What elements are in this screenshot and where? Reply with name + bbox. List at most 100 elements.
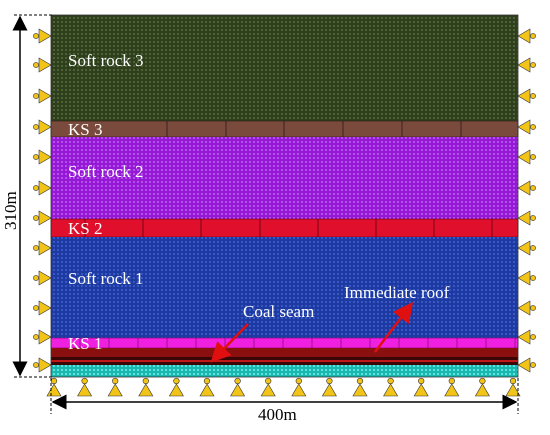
- arrow-immediate-roof: [374, 302, 414, 353]
- support-roller: [387, 377, 394, 385]
- support-triangle: [38, 119, 52, 135]
- support-roller: [234, 377, 241, 385]
- support-triangle: [474, 383, 490, 397]
- support-triangle: [517, 28, 531, 44]
- layer-coal-line: [51, 360, 518, 362]
- support-triangle: [38, 28, 52, 44]
- layer-ks-3: [50, 120, 519, 138]
- ks2-block-lines: [84, 219, 493, 237]
- support-roller: [530, 185, 536, 191]
- support-roller: [448, 377, 455, 385]
- support-roller: [356, 377, 364, 385]
- support-triangle: [383, 383, 399, 397]
- support-triangle: [444, 383, 460, 397]
- bottom-roller-supports: [46, 377, 521, 397]
- support-roller: [33, 93, 39, 99]
- support-roller: [530, 93, 536, 99]
- height-label: 310m: [1, 191, 20, 230]
- arrow-coal-seam: [210, 323, 249, 363]
- support-triangle: [77, 383, 93, 397]
- support-triangle: [517, 270, 531, 286]
- support-roller: [530, 362, 536, 368]
- support-triangle: [260, 383, 276, 397]
- support-roller: [509, 377, 517, 385]
- support-roller: [173, 377, 180, 385]
- support-triangle: [46, 383, 62, 397]
- support-roller: [479, 377, 486, 385]
- support-roller: [530, 305, 536, 311]
- support-roller: [326, 377, 333, 385]
- support-roller: [112, 377, 119, 385]
- layer-soft-rock-2: [51, 137, 518, 219]
- model-border: [50, 14, 519, 378]
- layer-soft-rock-1: [51, 237, 518, 338]
- support-triangle: [413, 383, 429, 397]
- right-roller-supports: [517, 28, 536, 373]
- width-dimension: 400m: [50, 378, 519, 424]
- support-triangle: [517, 300, 531, 316]
- support-roller: [33, 275, 39, 281]
- support-roller: [50, 377, 58, 385]
- support-roller: [33, 362, 39, 368]
- support-triangle: [321, 383, 337, 397]
- support-triangle: [517, 149, 531, 165]
- support-roller: [295, 377, 302, 385]
- layer-floor: [51, 365, 518, 377]
- support-roller: [81, 377, 88, 385]
- support-triangle: [38, 240, 52, 256]
- label-ks-3: KS 3: [68, 120, 102, 139]
- support-triangle: [352, 383, 368, 397]
- support-roller: [530, 215, 536, 221]
- support-triangle: [517, 180, 531, 196]
- support-roller: [530, 334, 536, 340]
- support-triangle: [517, 88, 531, 104]
- support-roller: [33, 62, 39, 68]
- support-triangle: [38, 149, 52, 165]
- support-triangle: [38, 57, 52, 73]
- support-roller: [203, 377, 211, 385]
- support-triangle: [291, 383, 307, 397]
- support-roller: [530, 245, 536, 251]
- layer-soft-rock-3: [51, 15, 518, 121]
- support-triangle: [517, 240, 531, 256]
- support-roller: [265, 377, 272, 385]
- label-soft-rock-3: Soft rock 3: [68, 51, 144, 70]
- width-label: 400m: [258, 405, 297, 424]
- support-roller: [33, 185, 39, 191]
- support-triangle: [38, 88, 52, 104]
- support-triangle: [517, 329, 531, 345]
- support-roller: [33, 124, 39, 130]
- support-roller: [33, 245, 39, 251]
- layer-ks-1: [50, 337, 519, 349]
- support-triangle: [517, 210, 531, 226]
- support-roller: [530, 154, 536, 160]
- height-dimension: 310m: [1, 14, 52, 378]
- label-soft-rock-1: Soft rock 1: [68, 269, 144, 288]
- support-triangle: [38, 210, 52, 226]
- support-roller: [142, 377, 149, 385]
- support-triangle: [168, 383, 184, 397]
- support-triangle: [517, 57, 531, 73]
- support-roller: [33, 33, 39, 39]
- support-triangle: [38, 300, 52, 316]
- support-roller: [530, 275, 536, 281]
- support-triangle: [230, 383, 246, 397]
- support-roller: [530, 62, 536, 68]
- support-roller: [33, 305, 39, 311]
- layer-immediate-roof: [51, 348, 518, 357]
- layer-stack: [50, 14, 519, 378]
- support-triangle: [38, 357, 52, 373]
- annotation-immediate-roof: Immediate roof: [344, 283, 450, 302]
- support-roller: [33, 154, 39, 160]
- ks3-block-lines: [166, 121, 462, 137]
- support-triangle: [38, 180, 52, 196]
- layer-ks-2: [50, 218, 519, 238]
- support-triangle: [138, 383, 154, 397]
- label-soft-rock-2: Soft rock 2: [68, 162, 144, 181]
- left-roller-supports: [33, 28, 52, 373]
- support-triangle: [199, 383, 215, 397]
- support-roller: [418, 377, 425, 385]
- label-ks-2: KS 2: [68, 219, 102, 238]
- support-roller: [530, 33, 536, 39]
- support-roller: [33, 334, 39, 340]
